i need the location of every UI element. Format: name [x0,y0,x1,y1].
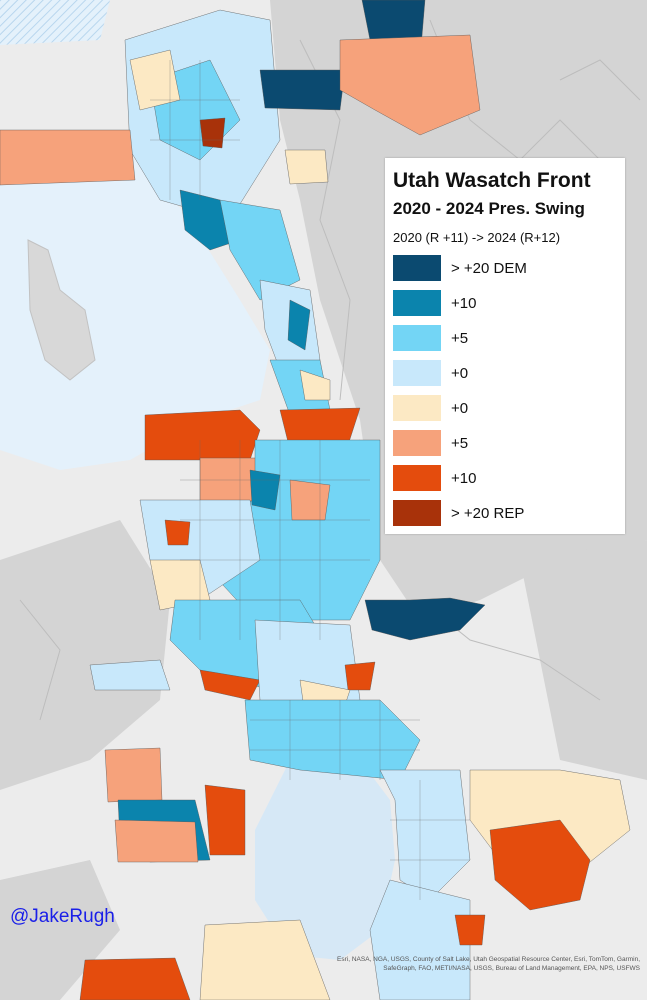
legend-label: > +20 REP [451,504,525,522]
antelope-island [27,239,96,381]
map-attribution: Esri, NASA, NGA, USGS, County of Salt La… [337,956,640,972]
legend-swatch [393,360,441,386]
legend-swatch [393,255,441,281]
author-credit: @JakeRugh [10,906,115,927]
utah-lake [255,760,395,960]
legend-label: +5 [451,329,469,347]
legend-item-rep-10: +10 [393,464,625,492]
legend-label: +10 [451,469,477,487]
legend-item-rep-0: +0 [393,394,625,422]
legend-label: +0 [451,364,469,382]
legend-item-dem-20: > +20 DEM [393,254,625,282]
map-title: Utah Wasatch Front [393,169,591,192]
legend-item-dem-0: +0 [393,359,625,387]
legend-swatch [393,500,441,526]
legend-item-rep-5: +5 [393,429,625,457]
legend-label: > +20 DEM [451,259,527,277]
legend-label: +10 [451,294,477,312]
map-legend: Utah Wasatch Front 2020 - 2024 Pres. Swi… [385,158,625,534]
legend-label: +5 [451,434,469,452]
hatched-wetland [0,0,110,45]
legend-swatch [393,290,441,316]
legend-item-dem-10: +10 [393,289,625,317]
legend-item-rep-20: > +20 REP [393,499,625,527]
legend-swatch [393,465,441,491]
map-note: 2020 (R +11) -> 2024 (R+12) [393,230,561,245]
legend-items: > +20 DEM +10 +5 +0 +0 +5 +10 > +20 REP [393,254,625,527]
legend-swatch [393,325,441,351]
legend-swatch [393,430,441,456]
legend-item-dem-5: +5 [393,324,625,352]
great-salt-lake [0,150,270,470]
map-subtitle: 2020 - 2024 Pres. Swing [393,199,585,218]
precinct-boundaries [150,60,470,900]
legend-label: +0 [451,399,469,417]
legend-swatch [393,395,441,421]
